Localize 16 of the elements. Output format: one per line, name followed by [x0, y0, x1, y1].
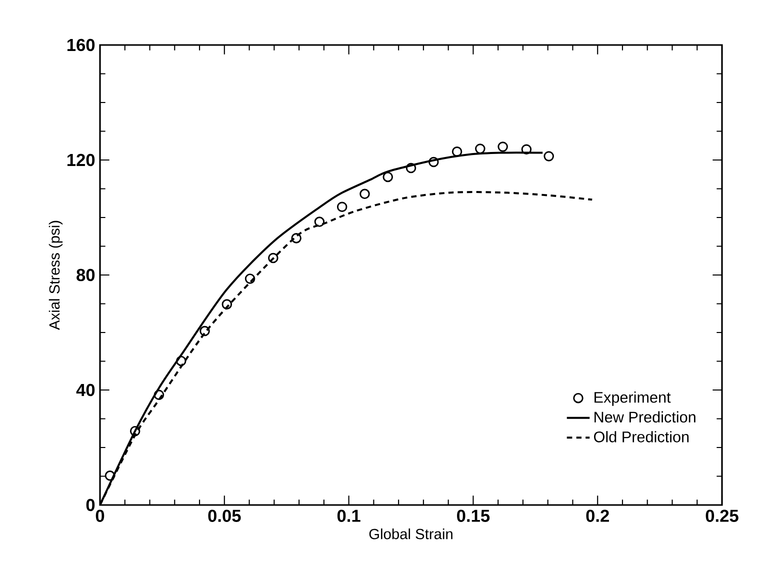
- x-tick-label: 0.15: [457, 510, 490, 522]
- x-axis-title: Global Strain: [369, 528, 452, 540]
- y-tick-label: 40: [76, 384, 95, 396]
- x-tick-label: 0.25: [706, 510, 738, 522]
- x-tick-label: 0.1: [337, 510, 360, 522]
- legend-label: Old Prediction: [594, 431, 689, 442]
- x-tick-label: 0.2: [586, 510, 609, 522]
- y-axis-title: Axial Stress (psi): [48, 220, 63, 330]
- x-tick-label: 0.05: [208, 510, 241, 522]
- y-tick-label: 80: [76, 268, 95, 282]
- y-tick-label: 160: [67, 38, 95, 52]
- x-tick-label: 0: [96, 510, 104, 522]
- legend-label: Experiment: [594, 392, 671, 406]
- y-tick-label: 0: [86, 498, 95, 512]
- y-tick-label: 120: [67, 154, 95, 166]
- legend-label: New Prediction: [594, 411, 696, 423]
